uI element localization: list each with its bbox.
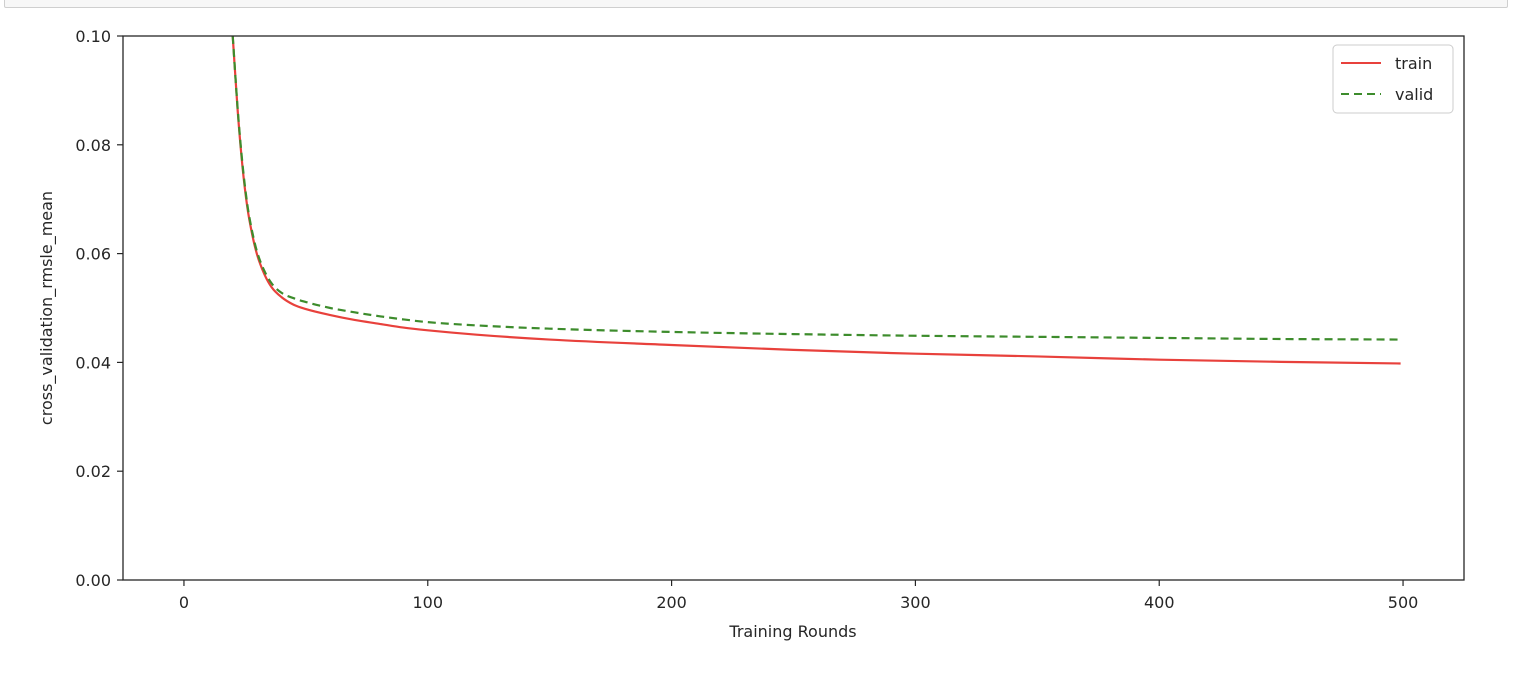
series-line-valid xyxy=(231,36,1399,341)
legend-box xyxy=(1332,44,1454,114)
x-tick-label: 100 xyxy=(412,593,443,612)
y-tick-label: 0.08 xyxy=(75,136,111,155)
x-tick-label: 400 xyxy=(1144,593,1175,612)
y-tick-label: 0.00 xyxy=(75,571,111,590)
legend-label-train: train xyxy=(1395,54,1432,73)
x-tick-label: 500 xyxy=(1388,593,1419,612)
plot-area-frame xyxy=(122,35,1465,581)
y-tick-label: 0.04 xyxy=(75,353,111,372)
x-tick-label: 200 xyxy=(656,593,687,612)
series-layer xyxy=(231,36,1401,365)
x-axis-label: Training Rounds xyxy=(728,622,856,641)
series-line-train xyxy=(231,36,1401,365)
x-tick-label: 300 xyxy=(900,593,931,612)
y-tick-label: 0.02 xyxy=(75,462,111,481)
notebook-cell-frame xyxy=(4,0,1508,8)
legend-label-valid: valid xyxy=(1395,85,1433,104)
x-axis: 0 100 200 300 400 500 xyxy=(179,580,1418,612)
y-axis-label: cross_validation_rmsle_mean xyxy=(37,191,57,425)
y-axis: 0.00 0.02 0.04 0.06 0.08 0.10 xyxy=(75,27,123,590)
legend: train valid xyxy=(1332,44,1454,114)
y-tick-label: 0.10 xyxy=(75,27,111,46)
y-tick-label: 0.06 xyxy=(75,245,111,264)
x-tick-label: 0 xyxy=(179,593,189,612)
